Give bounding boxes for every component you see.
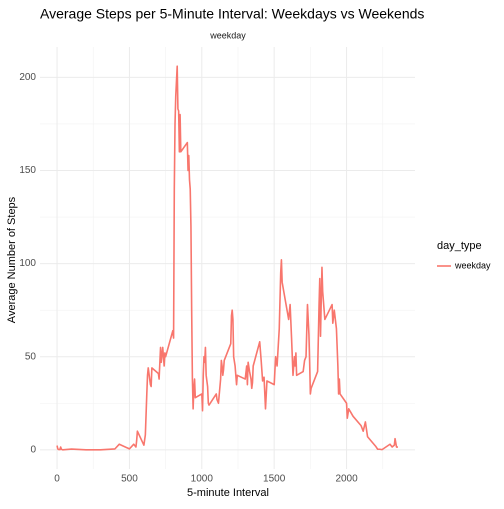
x-tick-label: 2000: [335, 474, 358, 485]
legend-label: weekday: [454, 260, 491, 270]
y-tick-label: 50: [25, 351, 37, 362]
y-tick-label: 200: [19, 72, 36, 83]
facet-label: weekday: [209, 30, 246, 40]
x-tick-label: 0: [54, 474, 60, 485]
x-tick-label: 500: [121, 474, 138, 485]
x-tick-label: 1500: [263, 474, 286, 485]
chart-title: Average Steps per 5-Minute Interval: Wee…: [40, 6, 424, 22]
legend-title: day_type: [437, 240, 482, 252]
y-tick-label: 100: [19, 258, 36, 269]
y-axis-label: Average Number of Steps: [6, 196, 18, 323]
x-axis-label: 5-minute Interval: [187, 487, 269, 499]
x-tick-label: 1000: [191, 474, 214, 485]
y-tick-label: 0: [30, 444, 36, 455]
data-line: [56, 65, 398, 451]
y-tick-label: 150: [19, 165, 36, 176]
